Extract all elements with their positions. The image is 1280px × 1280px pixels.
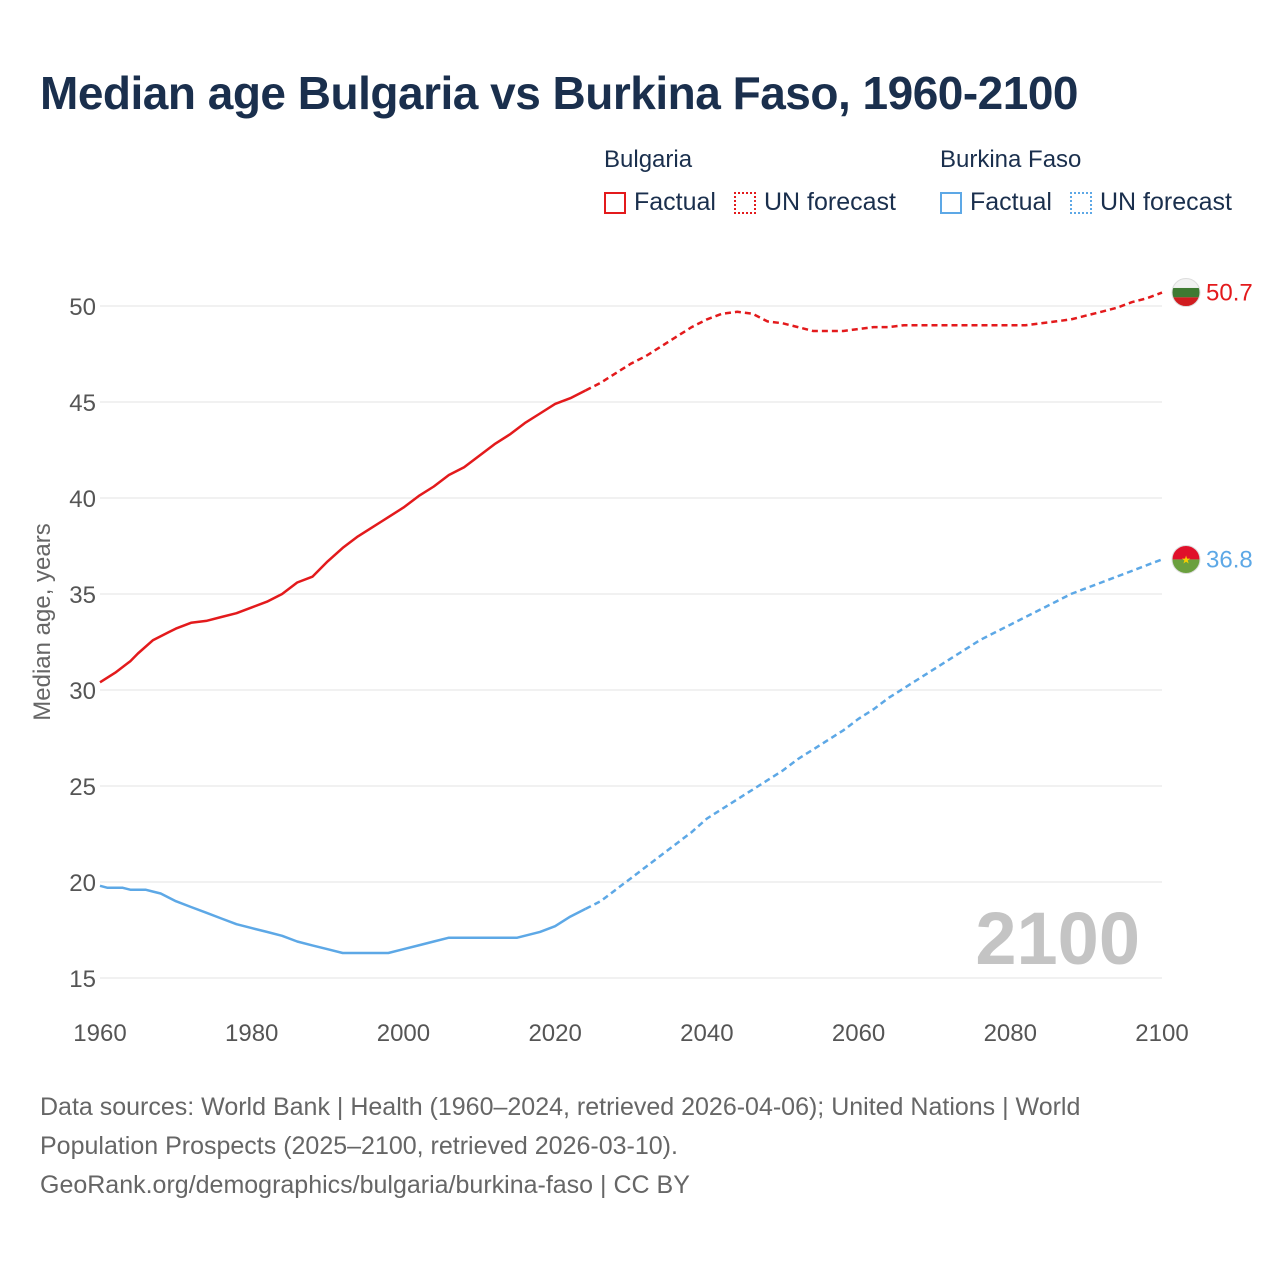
y-tick-label: 15 xyxy=(69,966,96,993)
series-line-burkina-faso-factual xyxy=(99,884,587,955)
source-line: Data sources: World Bank | Health (1960–… xyxy=(40,1093,1081,1121)
legend-item-label: Factual xyxy=(970,188,1052,216)
x-tick-label: 1960 xyxy=(73,1020,126,1047)
y-tick-label: 25 xyxy=(69,774,96,801)
y-tick-label: 50 xyxy=(69,294,96,321)
source-note: Data sources: World Bank | Health (1960–… xyxy=(40,1088,1220,1205)
legend-swatch-dotted xyxy=(1069,191,1092,214)
end-value-label-burkina-faso: 36.8 xyxy=(1206,546,1253,573)
x-tick-label: 2060 xyxy=(832,1020,885,1047)
legend-item-label: UN forecast xyxy=(763,188,896,216)
series-line-burkina-faso-forecast xyxy=(584,558,1163,911)
legend-item-bulgaria-forecast[interactable]: UN forecast xyxy=(733,188,896,217)
source-line: Population Prospects (2025–2100, retriev… xyxy=(40,1132,678,1160)
legend-group-burkina-faso: Burkina Faso Factual UN forecast xyxy=(940,146,1250,217)
x-tick-label: 2080 xyxy=(984,1020,1037,1047)
y-tick-label: 30 xyxy=(69,678,96,705)
y-tick-label: 40 xyxy=(69,486,96,513)
source-link[interactable]: GeoRank.org/demographics/bulgaria/burkin… xyxy=(40,1171,690,1199)
legend-swatch-solid xyxy=(940,191,962,214)
y-tick-label: 45 xyxy=(69,390,96,417)
burkina-faso-flag-icon: ★ xyxy=(1172,545,1200,574)
y-tick-label: 35 xyxy=(69,582,96,609)
x-tick-label: 1980 xyxy=(225,1020,278,1047)
year-watermark: 2100 xyxy=(975,897,1140,980)
legend-item-bulgaria-factual[interactable]: Factual xyxy=(604,188,716,217)
x-tick-label: 2020 xyxy=(528,1020,581,1047)
svg-text:★: ★ xyxy=(1181,554,1191,566)
legend-item-burkina-factual[interactable]: Factual xyxy=(940,188,1052,217)
y-axis-label: Median age, years xyxy=(29,523,56,720)
x-tick-label: 2000 xyxy=(377,1020,430,1047)
legend-item-label: UN forecast xyxy=(1099,188,1232,216)
line-chart: 15 20 25 30 35 40 45 50 1960 1980 2000 2020 2040 2060… xyxy=(29,278,1253,1047)
legend-item-label: Factual xyxy=(634,188,716,216)
legend-group-label: Bulgaria xyxy=(604,146,693,173)
end-value-label-bulgaria: 50.7 xyxy=(1206,280,1253,307)
x-tick-label: 2100 xyxy=(1135,1020,1188,1047)
legend-item-burkina-forecast[interactable]: UN forecast xyxy=(1069,188,1232,217)
x-tick-label: 2040 xyxy=(680,1020,733,1047)
page-title: Median age Bulgaria vs Burkina Faso, 196… xyxy=(40,67,1079,119)
legend-group-label: Burkina Faso xyxy=(940,146,1082,173)
bulgaria-flag-icon xyxy=(1172,278,1200,307)
series-line-bulgaria-forecast xyxy=(584,291,1163,392)
legend-swatch-solid xyxy=(604,191,626,214)
y-tick-label: 20 xyxy=(69,870,96,897)
legend-swatch-dotted xyxy=(733,191,756,214)
flag-ring xyxy=(1171,278,1201,308)
flag-ring xyxy=(1171,544,1201,574)
legend-group-bulgaria: Bulgaria Factual UN forecast xyxy=(604,146,914,217)
series-line-bulgaria-factual xyxy=(99,389,587,684)
